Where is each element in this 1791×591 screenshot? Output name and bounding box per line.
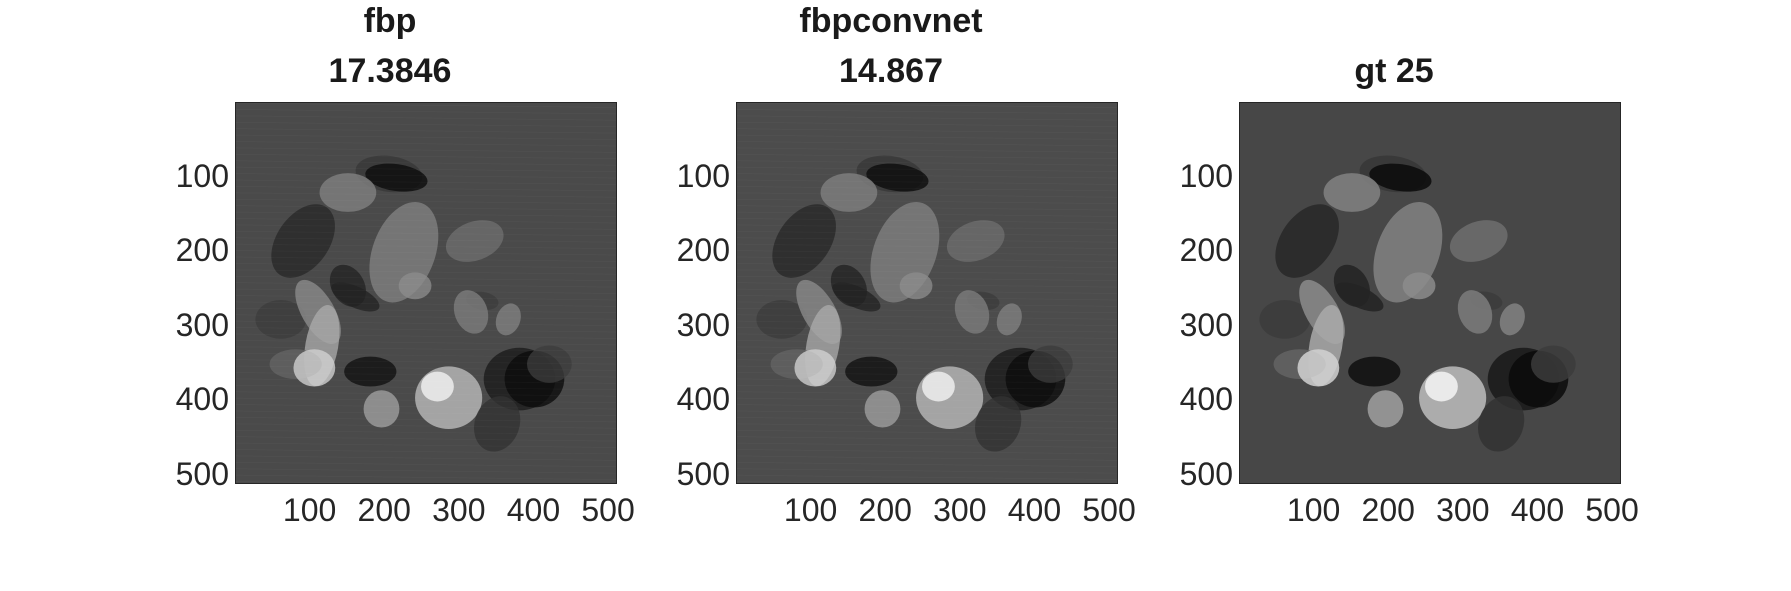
panel-fbp: fbp 17.3846 100 200 300 400 500 100 200 300 400 5… (160, 0, 635, 591)
phantom-ellipse (319, 173, 377, 212)
phantom-ellipse (946, 220, 1005, 262)
y-tick-label: 500 (676, 456, 730, 493)
phantom-ellipse (864, 390, 901, 428)
x-tick-label: 300 (933, 492, 987, 528)
x-tick-label: 500 (1082, 492, 1136, 528)
phantom-ellipse (255, 299, 307, 339)
image-axes (235, 102, 617, 484)
phantom-ellipse (344, 356, 397, 387)
phantom-ellipse (756, 299, 808, 339)
y-tick-label: 500 (1179, 456, 1233, 493)
phantom-ellipse (1402, 272, 1436, 300)
phantom-ellipse (974, 396, 1022, 452)
phantom-ellipse (1477, 396, 1525, 452)
phantom-ellipse (922, 371, 955, 402)
phantom-ellipse (1530, 345, 1576, 383)
phantom-ellipse (421, 371, 454, 402)
panel-gt: gt 25 100 200 300 400 500 100 200 300 400 500 (1164, 0, 1639, 591)
x-tick-label: 200 (357, 492, 411, 528)
x-tick-label: 400 (1007, 492, 1062, 528)
y-tick-label: 300 (676, 306, 730, 343)
panel-title-line2: gt 25 (1354, 52, 1434, 90)
panel-title-line2: 14.867 (839, 52, 943, 90)
x-tick-label: 400 (506, 492, 561, 528)
phantom-ellipse (845, 356, 898, 387)
panel-title-line1: fbpconvnet (799, 2, 983, 40)
phantom-ellipse (1259, 299, 1311, 339)
phantom-ellipse (331, 282, 380, 312)
phantom-ellipse (866, 163, 929, 192)
panel-title-line1: fbp (363, 2, 417, 40)
x-tick-label: 100 (282, 492, 337, 528)
phantom-ellipse (271, 204, 335, 278)
phantom-ellipse (1457, 290, 1493, 334)
x-tick-label: 500 (1585, 492, 1639, 528)
phantom-ellipse (832, 282, 881, 312)
phantom-ellipse (1297, 349, 1340, 387)
phantom-ellipse (820, 173, 878, 212)
phantom-ellipse (365, 163, 428, 192)
ground-truth-image (1240, 103, 1620, 483)
y-tick-label: 300 (1179, 306, 1233, 343)
x-tick-label: 100 (783, 492, 838, 528)
x-tick-label: 500 (581, 492, 635, 528)
phantom-ellipse (445, 220, 504, 262)
phantom-ellipse (954, 290, 990, 334)
x-tick-label: 300 (1436, 492, 1490, 528)
phantom-ellipse (899, 272, 933, 300)
image-axes (1239, 102, 1621, 484)
y-tick-label: 100 (175, 157, 229, 194)
y-tick-label: 200 (676, 232, 730, 269)
phantom-ellipse (1499, 303, 1525, 336)
x-tick-label: 200 (1361, 492, 1415, 528)
phantom-ellipse (495, 303, 521, 336)
x-tick-label: 100 (1286, 492, 1341, 528)
x-tick-label: 200 (858, 492, 912, 528)
y-tick-label: 400 (175, 381, 229, 418)
y-tick-label: 400 (1179, 381, 1233, 418)
y-tick-label: 200 (175, 232, 229, 269)
phantom-ellipse (398, 272, 432, 300)
phantom-ellipse (794, 349, 837, 387)
y-tick-label: 100 (1179, 157, 1233, 194)
phantom-ellipse (293, 349, 336, 387)
y-tick-label: 100 (676, 157, 730, 194)
phantom-ellipse (1323, 173, 1381, 212)
phantom-ellipse (1027, 345, 1073, 383)
phantom-ellipse (1449, 220, 1508, 262)
phantom-ellipse (526, 345, 572, 383)
phantom-ellipse (996, 303, 1022, 336)
phantom-ellipse (1335, 282, 1384, 312)
phantom-ellipse (1367, 390, 1404, 428)
phantom-ellipse (1369, 163, 1432, 192)
y-tick-label: 200 (1179, 232, 1233, 269)
phantom-ellipse (1425, 371, 1458, 402)
y-tick-label: 300 (175, 306, 229, 343)
y-tick-label: 500 (175, 456, 229, 493)
panel-title-line2: 17.3846 (328, 52, 452, 90)
phantom-ellipse (1348, 356, 1401, 387)
phantom-ellipse (473, 396, 521, 452)
reconstruction-image (236, 103, 616, 483)
phantom-ellipse (363, 390, 400, 428)
image-axes (736, 102, 1118, 484)
panel-fbpconvnet: fbpconvnet 14.867 100 200 300 400 500 100 200 3… (661, 0, 1136, 591)
reconstruction-image (737, 103, 1117, 483)
phantom-ellipse (772, 204, 836, 278)
y-tick-label: 400 (676, 381, 730, 418)
x-tick-label: 400 (1510, 492, 1565, 528)
phantom-ellipse (1275, 204, 1339, 278)
phantom-ellipse (453, 290, 489, 334)
x-tick-label: 300 (432, 492, 486, 528)
